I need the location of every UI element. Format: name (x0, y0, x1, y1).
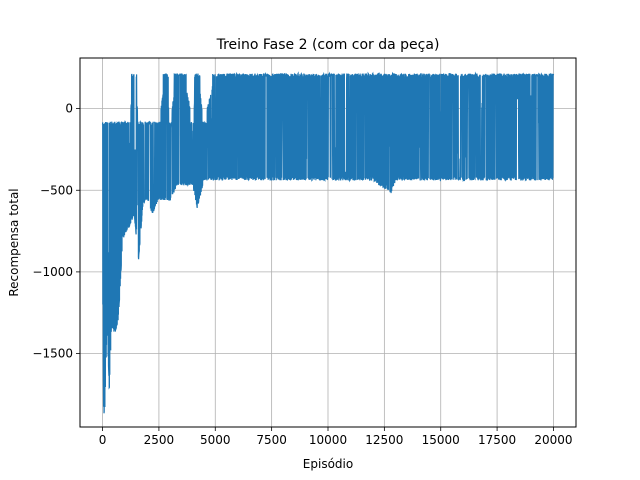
x-tick-label: 10000 (309, 433, 347, 447)
x-tick-label: 7500 (256, 433, 287, 447)
y-axis-label: Recompensa total (7, 188, 21, 296)
x-tick-label: 20000 (534, 433, 572, 447)
x-tick-label: 12500 (365, 433, 403, 447)
y-tick-label: −1000 (32, 265, 73, 279)
x-tick-label: 5000 (200, 433, 231, 447)
reward-series-line (101, 71, 555, 414)
y-tick-label: 0 (65, 102, 73, 116)
x-tick-label: 2500 (144, 433, 175, 447)
x-tick-label: 0 (99, 433, 107, 447)
y-tick-label: −1500 (32, 347, 73, 361)
chart-title: Treino Fase 2 (com cor da peça) (216, 37, 440, 53)
x-tick-label: 15000 (422, 433, 460, 447)
y-axis: −1500 −1000 −500 0 (32, 102, 80, 361)
plot-area (101, 71, 555, 414)
y-tick-label: −500 (40, 183, 73, 197)
x-axis-label: Episódio (303, 457, 353, 471)
x-axis: 0 2500 5000 7500 10000 12500 15000 17500 20000 (99, 427, 573, 447)
x-tick-label: 17500 (478, 433, 516, 447)
